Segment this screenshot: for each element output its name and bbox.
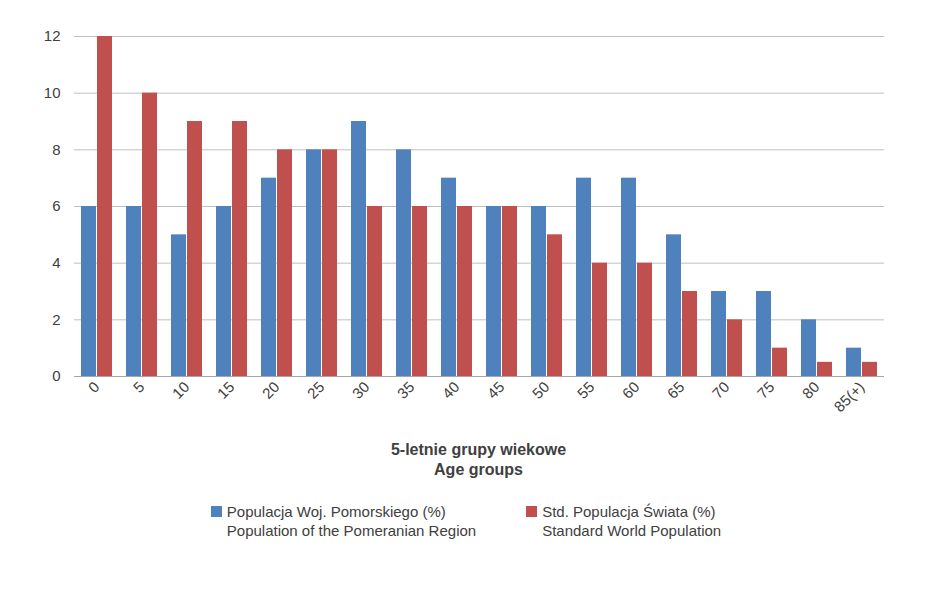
svg-text:55: 55: [574, 378, 598, 402]
svg-text:35: 35: [394, 378, 418, 402]
svg-text:6: 6: [52, 197, 60, 214]
svg-text:8: 8: [52, 141, 60, 158]
svg-text:10: 10: [44, 84, 61, 101]
svg-text:45: 45: [484, 378, 508, 402]
svg-text:65: 65: [664, 378, 688, 402]
svg-text:15: 15: [214, 378, 238, 402]
svg-text:30: 30: [349, 378, 373, 402]
svg-text:0: 0: [52, 367, 60, 384]
svg-text:70: 70: [709, 378, 733, 402]
svg-text:12: 12: [44, 27, 61, 44]
svg-text:25: 25: [304, 378, 328, 402]
svg-text:60: 60: [619, 378, 643, 402]
svg-text:0: 0: [85, 378, 103, 396]
svg-text:20: 20: [259, 378, 283, 402]
svg-text:4: 4: [52, 254, 60, 271]
svg-text:75: 75: [754, 378, 778, 402]
html-text:Std. Populacja Świata (%) Stan: Std. Populacja Świata (%) Standard World…: [542, 503, 722, 539]
svg-text:2: 2: [52, 311, 60, 328]
svg-text:40: 40: [439, 378, 463, 402]
svg-text:50: 50: [529, 378, 553, 402]
svg-text:85(+): 85(+): [830, 378, 867, 415]
html-text:Populacja Woj. Pomorskiego (%): Populacja Woj. Pomorskiego (%) Populatio…: [226, 503, 477, 539]
svg-text:5: 5: [130, 378, 148, 396]
svg-text:10: 10: [169, 378, 193, 402]
svg-text:80: 80: [799, 378, 823, 402]
html-text:5-letnie grupy wiekowe Age gro: 5-letnie grupy wiekowe Age groups: [390, 441, 567, 478]
